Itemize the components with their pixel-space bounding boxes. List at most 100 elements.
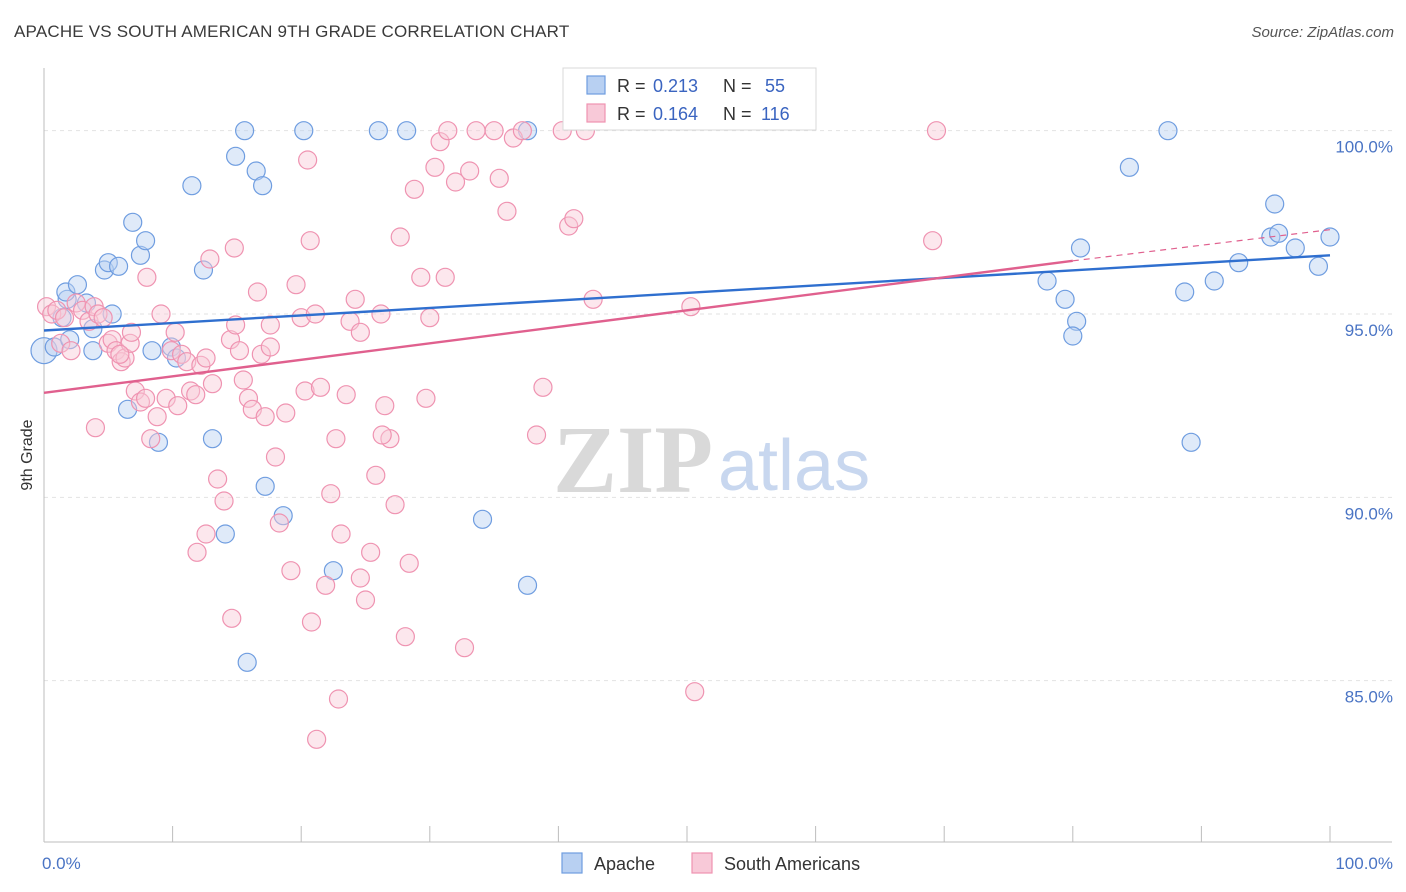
data-point [187,542,207,562]
data-point [497,201,517,221]
data-point [295,381,315,401]
x-tick-label-end: 100.0% [1335,854,1393,873]
data-point [177,352,197,372]
data-point [326,429,346,449]
data-point [316,575,336,595]
data-point [110,344,130,364]
data-point [489,168,509,188]
data-point [130,392,151,412]
data-point [294,121,314,141]
data-point [247,282,268,302]
series-south-americans [36,121,947,749]
data-point [200,249,220,269]
data-point [235,121,255,141]
data-point [130,245,151,265]
source-label: Source: ZipAtlas.com [1251,24,1394,41]
data-point [42,304,62,324]
data-point [430,132,450,152]
data-point [196,348,216,368]
data-point [229,341,250,361]
data-point [98,333,118,353]
data-point [1285,238,1305,258]
data-point [255,407,275,427]
chart-title: APACHE VS SOUTH AMERICAN 9TH GRADE CORRE… [14,22,570,41]
legend-swatch-apache-bottom [561,852,583,874]
data-point [1070,238,1091,258]
data-point [355,590,376,610]
legend-n-label-south-americans: N = [723,104,752,124]
data-point [1320,227,1340,247]
y-tick-label: 95.0% [1345,321,1393,340]
legend-label-south-americans: South Americans [724,854,860,874]
data-point [564,209,584,229]
data-point [472,509,493,529]
data-point [161,341,181,361]
data-point [93,308,113,328]
data-point [416,388,436,408]
data-point [226,146,246,166]
data-point [85,418,106,438]
y-tick-label: 100.0% [1335,138,1393,157]
x-tick-labels: 0.0% 100.0% [42,854,1393,873]
data-point [328,689,349,709]
data-point [135,231,156,251]
data-point [182,176,202,196]
data-point [208,469,228,489]
data-point [54,308,75,328]
watermark: ZIP atlas [553,406,870,513]
data-point [685,682,705,702]
data-point [512,121,532,141]
data-point [372,425,392,445]
data-point [390,227,410,247]
data-point [237,652,257,672]
data-point [47,300,67,320]
data-point [222,608,242,628]
data-point [923,231,943,251]
data-point [215,524,235,544]
data-point [399,553,419,573]
data-point [165,322,185,342]
data-point [202,374,223,394]
data-point [526,425,547,445]
data-point [30,337,58,365]
data-point [253,176,273,196]
y-tick-labels: 100.0% 95.0% 90.0% 85.0% [1335,138,1393,707]
data-point [411,267,431,287]
series-apache [30,121,1340,672]
data-point [193,260,214,280]
data-point [445,172,466,192]
data-point [108,256,129,276]
data-point [321,484,341,504]
legend-r-label-south-americans: R = [617,104,646,124]
data-point [147,407,167,427]
data-point [123,212,143,232]
data-point [1175,282,1195,302]
data-point [233,370,253,390]
data-point [265,447,286,467]
data-point [1119,157,1139,177]
data-point [51,333,71,353]
data-point [98,253,118,273]
data-point [375,396,395,416]
axes [43,68,1392,843]
data-point [460,161,480,181]
data-point [371,304,391,324]
y-axis-label: 9th Grade [19,419,36,490]
trend-lines [43,229,1331,395]
trend-line-south-americans [43,259,1073,395]
legend-swatch-apache [586,75,606,95]
data-point [83,341,103,361]
data-point [202,429,223,449]
data-point [368,121,388,141]
data-point [438,121,458,141]
data-point [395,627,415,647]
data-point [1268,223,1289,243]
data-point [168,396,188,416]
data-point [260,337,280,357]
data-point [307,729,327,749]
data-point [224,238,244,258]
grid-lines [44,130,1392,682]
data-point [137,267,157,287]
data-point [1229,253,1249,273]
